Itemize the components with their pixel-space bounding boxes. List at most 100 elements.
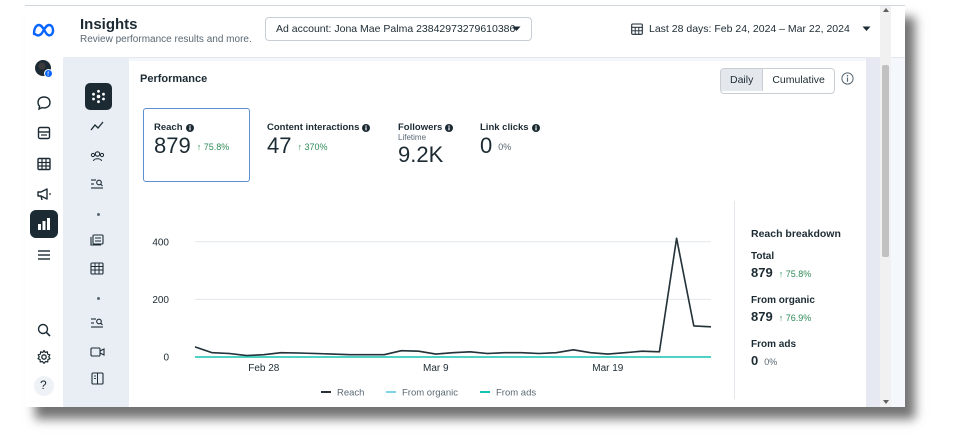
reach-selected-outline[interactable] bbox=[143, 108, 250, 182]
breakdown-ads-delta: 0% bbox=[764, 357, 778, 367]
x-tick-label: Feb 28 bbox=[248, 363, 280, 374]
breakdown-organic-value: 879 bbox=[751, 309, 773, 324]
menu-icon[interactable] bbox=[25, 242, 63, 268]
breakdown-organic-label: From organic bbox=[751, 295, 815, 306]
y-tick-label: 0 bbox=[163, 353, 169, 364]
info-icon bbox=[185, 123, 194, 132]
separator-dot bbox=[97, 297, 100, 300]
info-icon bbox=[362, 123, 371, 132]
media-library-icon[interactable] bbox=[85, 228, 109, 250]
daily-cumulative-toggle: Daily Cumulative bbox=[720, 68, 835, 94]
legend-label: From organic bbox=[402, 388, 458, 399]
metric-reach-value: 879 bbox=[154, 133, 191, 158]
metric-reach-delta: ↑ 75.8% bbox=[196, 142, 230, 152]
info-icon[interactable] bbox=[841, 72, 854, 85]
breakdown-total-delta: ↑ 75.8% bbox=[778, 269, 812, 279]
toggle-cumulative[interactable]: Cumulative bbox=[763, 69, 834, 91]
page-title: Insights bbox=[80, 16, 138, 33]
chart-y-ticks: 0 200 400 bbox=[152, 237, 169, 363]
page-header: Insights Review performance results and … bbox=[63, 5, 905, 58]
breakdown-organic-delta: ↑ 76.9% bbox=[778, 313, 812, 323]
meta-logo-icon[interactable] bbox=[25, 17, 63, 43]
left-nav-rail: f ? bbox=[25, 5, 63, 407]
chart-gridlines bbox=[195, 241, 711, 358]
chart-series bbox=[194, 237, 712, 358]
chat-icon[interactable] bbox=[25, 90, 63, 116]
panel-icon[interactable] bbox=[85, 367, 109, 389]
x-tick-label: Mar 9 bbox=[423, 363, 449, 374]
chart-x-ticks: Feb 28 Mar 9 Mar 19 bbox=[248, 363, 624, 374]
info-icon bbox=[445, 123, 454, 132]
profile-avatar-icon[interactable]: f bbox=[25, 56, 63, 82]
help-icon[interactable]: ? bbox=[25, 373, 63, 399]
video-icon[interactable] bbox=[85, 341, 109, 363]
breakdown-organic: From organic 879 ↑ 76.9% bbox=[751, 295, 815, 326]
settings-icon[interactable] bbox=[25, 344, 63, 370]
scrollbar-thumb[interactable] bbox=[882, 65, 889, 257]
metric-link-clicks-delta: 0% bbox=[498, 142, 512, 152]
metric-followers-label: Followers bbox=[398, 122, 443, 133]
series-line-reach bbox=[194, 237, 712, 357]
search-icon[interactable] bbox=[25, 317, 63, 343]
audience-icon[interactable] bbox=[85, 145, 109, 167]
megaphone-icon[interactable] bbox=[25, 181, 63, 207]
metric-followers[interactable]: Followers Lifetime 9.2K bbox=[398, 122, 454, 168]
performance-card: Performance Daily Cumulative Reach 879 ↑ … bbox=[129, 61, 866, 407]
legend-label: Reach bbox=[337, 388, 364, 399]
breakdown-ads: From ads 0 0% bbox=[751, 339, 796, 370]
metric-link-clicks[interactable]: Link clicks 0 0% bbox=[480, 122, 540, 159]
chevron-down-icon bbox=[862, 26, 871, 31]
metric-link-clicks-label: Link clicks bbox=[480, 122, 529, 133]
trend-icon[interactable] bbox=[85, 115, 109, 137]
metric-followers-sub: Lifetime bbox=[398, 133, 427, 142]
svg-text:f: f bbox=[47, 72, 49, 78]
metric-content-interactions-label: Content interactions bbox=[267, 122, 360, 133]
content-search-icon[interactable] bbox=[85, 173, 109, 195]
toggle-daily[interactable]: Daily bbox=[721, 69, 764, 91]
metric-content-interactions-delta: ↑ 370% bbox=[297, 142, 328, 152]
x-tick-label: Mar 19 bbox=[592, 363, 624, 374]
table-view-icon[interactable] bbox=[85, 257, 109, 279]
reach-breakdown-panel: Reach breakdown Total 879 ↑ 75.8% From or… bbox=[734, 201, 865, 399]
separator-dot bbox=[97, 213, 100, 216]
filter-search-icon[interactable] bbox=[85, 312, 109, 334]
app-window: f ? Insights Revie bbox=[25, 5, 905, 407]
bar-chart-icon[interactable] bbox=[30, 210, 58, 238]
ad-account-label: Ad account: Jona Mae Palma 2384297327961… bbox=[276, 23, 516, 35]
legend-label: From ads bbox=[496, 388, 536, 399]
date-range-label: Last 28 days: Feb 24, 2024 – Mar 22, 202… bbox=[649, 23, 850, 35]
info-icon bbox=[531, 123, 540, 132]
series-line-from-organic bbox=[194, 237, 712, 357]
calendar-icon bbox=[631, 23, 643, 35]
metric-reach[interactable]: Reach 879 ↑ 75.8% bbox=[154, 122, 229, 159]
page-subtitle: Review performance results and more. bbox=[80, 34, 252, 45]
overview-icon[interactable] bbox=[85, 83, 112, 110]
breakdown-total: Total 879 ↑ 75.8% bbox=[751, 251, 811, 282]
vertical-scrollbar[interactable] bbox=[880, 5, 891, 407]
ad-account-selector[interactable]: Ad account: Jona Mae Palma 2384297327961… bbox=[265, 17, 532, 41]
metric-link-clicks-value: 0 bbox=[480, 133, 493, 158]
y-tick-label: 200 bbox=[152, 295, 169, 306]
insights-subnav bbox=[63, 57, 129, 407]
help-glyph: ? bbox=[40, 378, 47, 392]
metric-content-interactions-value: 47 bbox=[267, 133, 292, 158]
reach-line-chart: 0 200 400 Feb 28 Mar 9 Mar 19 Reach From orga… bbox=[152, 237, 712, 399]
breakdown-ads-value: 0 bbox=[751, 353, 759, 368]
scroll-up-icon[interactable] bbox=[883, 8, 889, 12]
pages-icon[interactable] bbox=[25, 120, 63, 146]
scroll-down-icon[interactable] bbox=[883, 400, 889, 404]
y-tick-label: 400 bbox=[152, 237, 169, 248]
right-gutter bbox=[866, 57, 880, 407]
table-icon[interactable] bbox=[25, 151, 63, 177]
date-range-selector[interactable]: Last 28 days: Feb 24, 2024 – Mar 22, 202… bbox=[631, 23, 871, 35]
chevron-down-icon bbox=[512, 26, 521, 31]
breakdown-ads-label: From ads bbox=[751, 339, 797, 350]
performance-title: Performance bbox=[140, 73, 208, 85]
chart-legend: Reach From organic From ads bbox=[321, 388, 536, 399]
breakdown-total-value: 879 bbox=[751, 265, 773, 280]
breakdown-title: Reach breakdown bbox=[751, 228, 841, 240]
metric-reach-label: Reach bbox=[154, 122, 183, 133]
metric-followers-value: 9.2K bbox=[398, 142, 444, 167]
breakdown-total-label: Total bbox=[751, 251, 775, 262]
metric-content-interactions[interactable]: Content interactions 47 ↑ 370% bbox=[267, 122, 371, 159]
